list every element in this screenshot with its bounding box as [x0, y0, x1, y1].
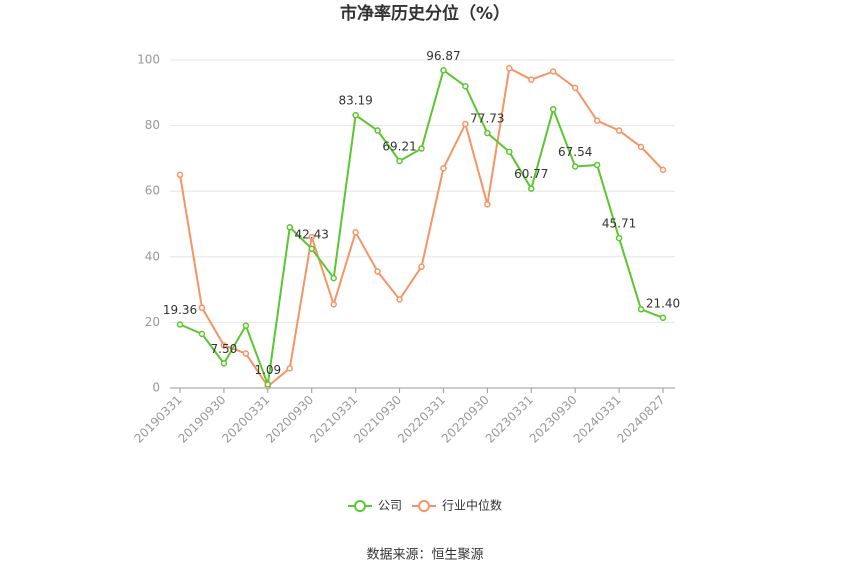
data-label: 7.50 — [211, 342, 238, 356]
point — [352, 111, 359, 119]
point — [484, 201, 491, 208]
data-label: 1.09 — [254, 363, 281, 377]
point — [198, 304, 206, 311]
point — [418, 263, 425, 270]
point — [615, 234, 623, 242]
data-label: 45.71 — [602, 217, 636, 231]
point — [571, 163, 579, 170]
point — [637, 306, 645, 313]
y-tick-label: 80 — [145, 118, 160, 132]
y-tick-label: 60 — [145, 184, 160, 198]
point — [440, 67, 447, 74]
legend-marker — [418, 500, 430, 512]
point — [242, 322, 250, 329]
series-line — [179, 68, 664, 385]
y-tick-label: 0 — [152, 381, 160, 395]
point — [593, 161, 601, 169]
data-label: 42.43 — [295, 227, 329, 241]
data-label: 21.40 — [646, 296, 680, 310]
data-label: 83.19 — [338, 94, 372, 108]
point — [374, 268, 381, 275]
point — [220, 342, 228, 349]
point — [506, 148, 513, 156]
point — [506, 64, 513, 72]
point — [659, 166, 667, 174]
chart-title: 市净率历史分位（%） — [340, 3, 510, 24]
y-tick-label: 20 — [145, 315, 160, 329]
point — [176, 321, 184, 328]
point — [462, 120, 469, 128]
point — [264, 381, 272, 388]
point — [330, 274, 337, 282]
point — [176, 171, 184, 179]
point — [637, 143, 645, 151]
point — [462, 82, 469, 90]
data-label: 60.77 — [514, 167, 548, 181]
point — [242, 350, 250, 357]
point — [396, 296, 403, 303]
point — [593, 117, 601, 124]
source-note: 数据来源：恒生聚源 — [366, 548, 483, 563]
point — [659, 314, 667, 322]
point — [330, 301, 337, 308]
x-tick-label: 20240827 — [615, 393, 668, 446]
data-label: 69.21 — [382, 139, 416, 153]
legend-label: 行业中位数 — [442, 498, 502, 513]
y-tick-label: 100 — [137, 53, 160, 67]
legend-marker — [354, 500, 366, 512]
point — [484, 129, 491, 137]
point — [286, 224, 294, 231]
data-label: 67.54 — [558, 145, 592, 159]
point — [418, 145, 425, 152]
point — [352, 228, 359, 236]
data-label: 77.73 — [470, 112, 504, 126]
series-line — [179, 66, 664, 388]
point — [549, 105, 557, 113]
point — [198, 330, 206, 338]
point — [549, 68, 557, 75]
data-label: 19.36 — [163, 303, 197, 317]
data-label: 96.87 — [426, 49, 460, 63]
point — [571, 84, 579, 92]
point — [286, 365, 294, 372]
point — [308, 245, 315, 253]
y-tick-label: 40 — [145, 249, 160, 263]
point — [528, 76, 535, 83]
point — [308, 233, 315, 241]
point — [615, 127, 623, 134]
point — [220, 360, 228, 367]
legend-label: 公司 — [378, 499, 402, 513]
point — [374, 127, 381, 134]
point — [440, 164, 447, 172]
point — [396, 157, 403, 165]
point — [528, 185, 535, 192]
